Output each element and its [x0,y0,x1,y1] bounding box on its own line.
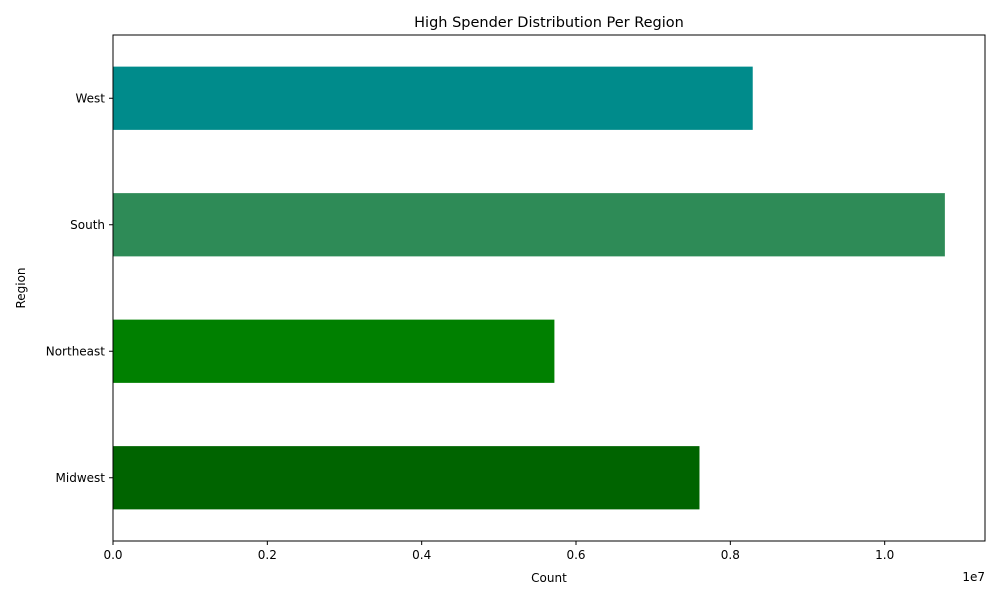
y-axis-label: Region [14,267,28,308]
bar-west [113,66,753,130]
x-tick-label: 0.6 [566,548,585,562]
y-axis-ticks: Midwest Northeast South West [46,91,113,485]
x-tick-label: 0.8 [721,548,740,562]
y-tick-label: Midwest [56,471,106,485]
x-tick-label: 0.2 [258,548,277,562]
chart-title: High Spender Distribution Per Region [414,15,684,31]
x-axis-label: Count [531,571,567,585]
plot-frame [112,34,986,542]
y-tick-label: South [70,218,105,232]
bars-group [113,66,945,510]
y-tick-label: West [75,91,105,105]
bar-south [113,193,945,257]
y-tick-label: Northeast [46,344,106,358]
x-tick-label: 1.0 [875,548,894,562]
bar-midwest [113,446,700,510]
x-axis-ticks: 0.0 0.2 0.4 0.6 0.8 1.0 [103,541,894,562]
x-tick-label: 0.0 [103,548,122,562]
bar-northeast [113,319,555,383]
x-tick-label: 0.4 [412,548,431,562]
x-axis-offset-label: 1e7 [962,570,985,584]
